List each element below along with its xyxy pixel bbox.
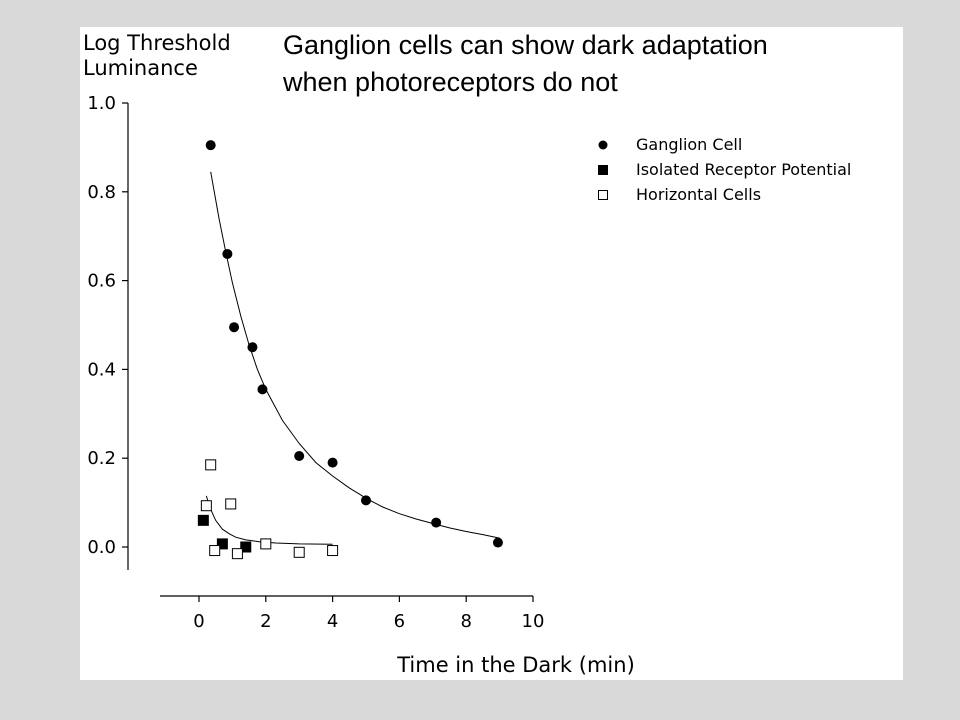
y-tick-label: 1.0 (87, 93, 116, 114)
point-series0 (327, 457, 338, 468)
point-series2 (327, 545, 339, 557)
point-series2 (200, 500, 212, 512)
point-series0 (229, 322, 240, 333)
x-tick-label: 8 (460, 611, 471, 632)
legend-marker (598, 140, 608, 150)
legend-label: Horizontal Cells (636, 185, 761, 204)
data-points (197, 140, 503, 560)
point-series0 (222, 248, 233, 259)
x-tick-label: 0 (193, 611, 204, 632)
legend-marker (598, 190, 608, 200)
x-tick-label: 4 (327, 611, 338, 632)
legend-marker (598, 165, 608, 175)
ganglion-fit-curve (210, 171, 500, 539)
axes: 0.0 0.2 0.4 0.6 0.8 1.0 0 2 4 6 8 10 (87, 93, 544, 632)
y-tick-label: 0.4 (87, 359, 116, 380)
y-tick-label: 0.8 (87, 182, 116, 203)
point-series0 (431, 517, 442, 528)
point-series1 (240, 541, 252, 553)
point-series2 (205, 459, 217, 471)
point-series0 (492, 537, 503, 548)
point-series2 (225, 498, 237, 510)
fit-curves (205, 171, 500, 545)
point-series0 (247, 342, 258, 353)
point-series2 (293, 546, 305, 558)
point-series0 (257, 384, 268, 395)
chart-panel (80, 27, 903, 680)
point-series1 (216, 538, 228, 550)
y-tick-label: 0.2 (87, 448, 116, 469)
chart-title: Ganglion cells can show dark adaptation … (283, 30, 768, 97)
point-series2 (209, 545, 221, 557)
point-series0 (361, 495, 371, 506)
y-tick-label: 0.0 (87, 537, 116, 558)
x-tick-label: 6 (394, 611, 405, 632)
legend-label: Ganglion Cell (636, 135, 742, 154)
legend-label: Isolated Receptor Potential (636, 160, 851, 179)
point-series0 (294, 450, 305, 461)
point-series1 (197, 514, 209, 526)
point-series2 (260, 538, 272, 550)
legend: Ganglion Cell Isolated Receptor Potential… (598, 135, 851, 204)
y-axis-label: Log Threshold Luminance (83, 31, 231, 80)
y-tick-label: 0.6 (87, 271, 116, 292)
x-axis-label: Time in the Dark (min) (396, 653, 635, 677)
horizontal-fit-curve (205, 495, 333, 545)
x-tick-label: 2 (260, 611, 271, 632)
point-series0 (205, 140, 216, 151)
point-series2 (231, 548, 243, 560)
x-tick-label: 10 (522, 611, 545, 632)
